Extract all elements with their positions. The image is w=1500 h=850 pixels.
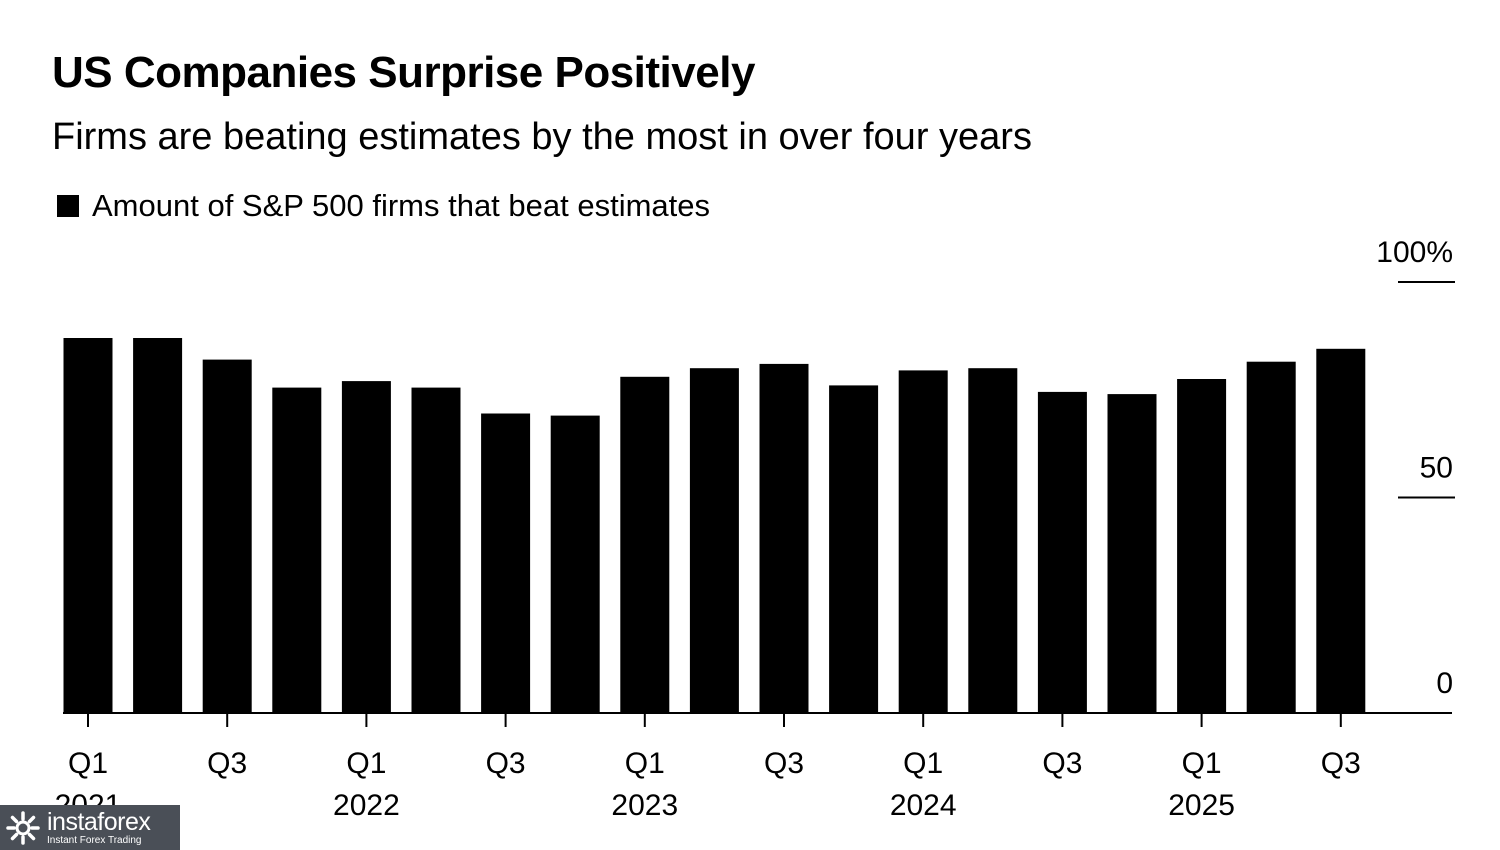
x-tick-label-year: 2022 [333, 789, 400, 822]
x-tick-label-quarter: Q1 [903, 747, 943, 780]
legend: Amount of S&P 500 firms that beat estima… [57, 188, 710, 224]
bar [411, 387, 461, 713]
chart-title: US Companies Surprise Positively [52, 48, 755, 97]
x-tick-label-year: 2025 [1168, 789, 1235, 822]
x-tick-label-quarter: Q1 [68, 747, 108, 780]
bar [689, 368, 739, 713]
watermark-tagline: Instant Forex Trading [47, 834, 142, 846]
bar [898, 370, 948, 713]
x-tick-label-quarter: Q3 [764, 747, 804, 780]
bar [550, 415, 600, 713]
bar [341, 381, 391, 713]
bar [1037, 391, 1087, 713]
bar [968, 368, 1018, 713]
x-tick-label-year: 2023 [611, 789, 678, 822]
bar [759, 363, 809, 713]
bar [481, 413, 531, 713]
y-tick-label: 0 [1436, 667, 1453, 700]
bar [1177, 379, 1227, 713]
legend-label: Amount of S&P 500 firms that beat estima… [92, 188, 711, 223]
bar [1246, 361, 1296, 713]
bar [272, 387, 322, 713]
x-tick-label-quarter: Q3 [486, 747, 526, 780]
legend-swatch [57, 195, 79, 217]
x-tick-label-quarter: Q3 [207, 747, 247, 780]
bar [133, 338, 183, 713]
y-tick-label: 100% [1376, 236, 1453, 269]
bars [63, 338, 1366, 713]
bar [829, 385, 879, 713]
bar [202, 359, 252, 713]
instaforex-logo-icon [6, 810, 40, 845]
watermark: instaforex Instant Forex Trading [0, 805, 180, 850]
x-tick-label-quarter: Q1 [625, 747, 665, 780]
watermark-brand: instaforex [47, 807, 151, 836]
chart-subtitle: Firms are beating estimates by the most … [52, 116, 1032, 158]
x-tick-label-quarter: Q1 [346, 747, 386, 780]
bar [63, 338, 113, 713]
bar [620, 376, 670, 713]
bar [1107, 394, 1157, 713]
x-tick-label-quarter: Q3 [1321, 747, 1361, 780]
bar [1316, 348, 1366, 713]
x-tick-label-year: 2024 [890, 789, 957, 822]
y-axis: 0 50 100% [1376, 236, 1455, 700]
y-tick-label: 50 [1420, 452, 1453, 485]
x-tick-label-quarter: Q3 [1042, 747, 1082, 780]
x-axis: Q12021Q3Q12022Q3Q12023Q3Q12024Q3Q12025Q3 [55, 713, 1361, 822]
x-tick-label-quarter: Q1 [1182, 747, 1222, 780]
